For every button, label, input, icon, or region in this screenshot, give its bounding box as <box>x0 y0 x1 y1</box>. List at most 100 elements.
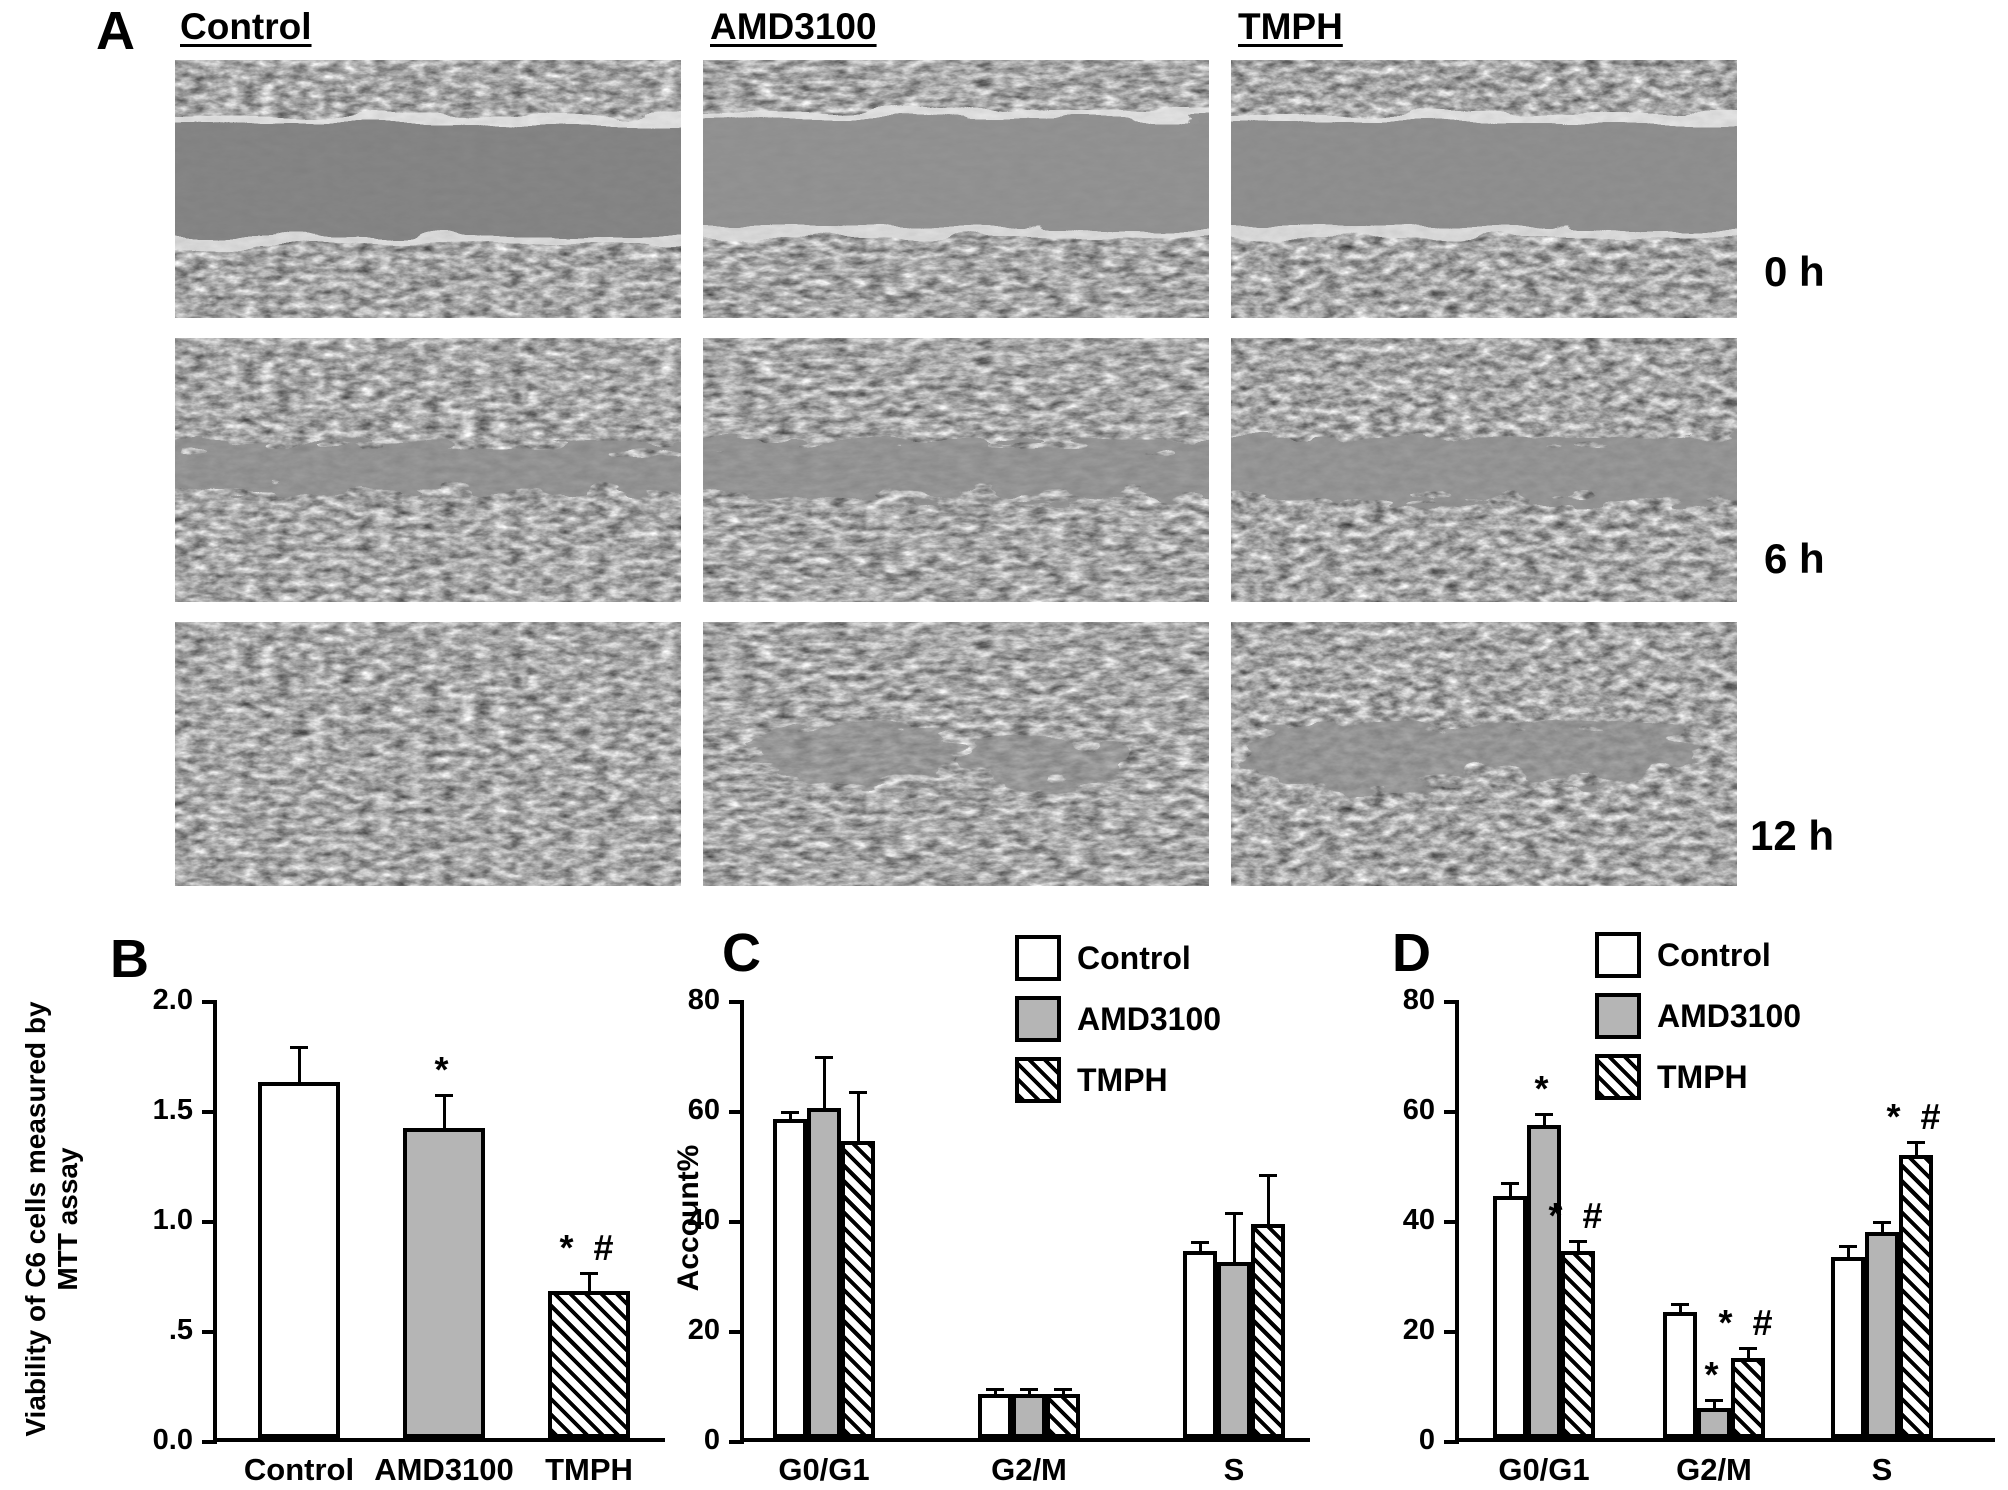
micrograph-tmph-6h <box>1231 338 1737 602</box>
error-cap <box>290 1045 308 1049</box>
error-cap <box>986 1387 1004 1391</box>
panel-a-label: A <box>96 1 135 61</box>
legend-label: TMPH <box>1077 1061 1168 1098</box>
x-category-label: S <box>1871 1452 1893 1487</box>
y-axis-tick <box>1444 1000 1459 1004</box>
time-label-0h: 0 h <box>1764 248 1825 295</box>
y-tick-label: 0 <box>703 1424 720 1456</box>
legend-swatch <box>1595 1054 1641 1100</box>
micrograph-tmph-0h <box>1231 60 1737 318</box>
legend-label: AMD3100 <box>1657 997 1802 1034</box>
error-whisker <box>1027 1390 1031 1394</box>
bar-TMPH-TMPH <box>548 1290 630 1438</box>
bar-AMD3100-G2/M <box>1697 1407 1731 1438</box>
y-tick-label: 2.0 <box>152 984 193 1016</box>
time-label-6h: 6 h <box>1764 535 1825 582</box>
error-whisker <box>788 1113 792 1119</box>
y-tick-label: 60 <box>1402 1094 1435 1126</box>
error-cap <box>1907 1140 1925 1144</box>
error-cap <box>1705 1399 1723 1403</box>
column-header-tmph: TMPH <box>1238 6 1343 47</box>
y-tick-label: .5 <box>168 1314 193 1346</box>
error-whisker <box>993 1390 997 1394</box>
error-whisker <box>297 1048 301 1082</box>
bar-TMPH-G2/M <box>1731 1358 1765 1438</box>
error-whisker <box>1061 1390 1065 1394</box>
micrograph-amd3100-12h <box>703 622 1209 886</box>
legend-item: Control <box>1015 935 1221 981</box>
y-axis-tick <box>1444 1440 1459 1444</box>
significance-marker: * <box>1534 1068 1554 1110</box>
error-whisker <box>1712 1402 1716 1408</box>
panel-b-y-axis-title: Viability of C6 cells measured by MTT as… <box>20 1001 84 1437</box>
error-whisker <box>1508 1185 1512 1196</box>
y-axis-tick <box>729 1110 744 1114</box>
panel-d-label: D <box>1392 923 1431 983</box>
bar-Control-S <box>1183 1251 1217 1438</box>
legend-item: TMPH <box>1595 1054 1801 1100</box>
legend-label: Control <box>1077 939 1191 976</box>
y-tick-label: 0 <box>1418 1424 1435 1456</box>
bar-Control-G0/G1 <box>773 1119 807 1438</box>
legend-swatch <box>1595 993 1641 1039</box>
x-category-label: Control <box>243 1452 355 1487</box>
error-whisker <box>1542 1116 1546 1125</box>
error-whisker <box>1914 1143 1918 1155</box>
error-cap <box>1225 1212 1243 1216</box>
error-cap <box>1535 1113 1553 1117</box>
bar-TMPH-S <box>1899 1154 1933 1438</box>
significance-marker: * <box>1704 1354 1724 1396</box>
micrograph-control-0h <box>175 60 681 318</box>
error-cap <box>580 1272 598 1276</box>
panel-b-plot: 0.0 .5 1.0 1.5 2.0 Control AMD3100 TMPH * * # <box>153 984 665 1487</box>
x-category-label: G2/M <box>1676 1452 1752 1487</box>
error-whisker <box>1232 1215 1236 1262</box>
bar-TMPH-S <box>1251 1223 1285 1438</box>
significance-marker: * # <box>1718 1302 1778 1343</box>
legend: Control AMD3100 TMPH <box>1595 932 1801 1100</box>
panel-b-label: B <box>110 929 149 989</box>
error-cap <box>1873 1220 1891 1224</box>
panel-c-label: C <box>722 923 761 983</box>
bar-Control-G0/G1 <box>1493 1196 1527 1438</box>
panel-d-plot: 0 20 40 60 80 G0/G1 G2/M S * * # * * # * # <box>1403 984 1995 1487</box>
micrograph-control-12h <box>175 622 681 886</box>
error-cap <box>1020 1387 1038 1391</box>
error-whisker <box>1266 1176 1270 1224</box>
bar-AMD3100-AMD3100 <box>403 1127 485 1438</box>
error-cap <box>1054 1387 1072 1391</box>
y-axis-tick <box>202 1110 217 1114</box>
error-cap <box>1739 1347 1757 1350</box>
y-axis-tick <box>729 1220 744 1224</box>
y-axis-tick <box>1444 1220 1459 1224</box>
column-header-amd3100: AMD3100 <box>710 6 877 47</box>
error-whisker <box>856 1094 860 1141</box>
legend-label: AMD3100 <box>1077 1000 1222 1037</box>
y-tick-label: 80 <box>687 984 720 1016</box>
error-whisker <box>442 1097 446 1128</box>
bar-TMPH-G0/G1 <box>1561 1251 1595 1438</box>
micrograph-amd3100-6h <box>703 338 1209 602</box>
bar-Control-G2/M <box>1663 1311 1697 1438</box>
error-cap <box>1259 1173 1277 1177</box>
error-whisker <box>1846 1248 1850 1257</box>
error-cap <box>435 1094 453 1097</box>
y-axis-tick <box>729 1440 744 1444</box>
x-category-label: G0/G1 <box>1498 1452 1590 1487</box>
y-axis-tick <box>1444 1110 1459 1114</box>
error-cap <box>1191 1241 1209 1245</box>
legend-item: Control <box>1595 932 1801 978</box>
legend-swatch <box>1015 1057 1061 1103</box>
x-category-label: TMPH <box>545 1452 633 1487</box>
y-axis-tick <box>202 1000 217 1004</box>
bar-AMD3100-G0/G1 <box>807 1108 841 1438</box>
legend-swatch <box>1595 932 1641 978</box>
y-axis-tick <box>202 1440 217 1444</box>
y-axis-tick <box>729 1000 744 1004</box>
x-category-label: AMD3100 <box>374 1452 514 1487</box>
error-whisker <box>1746 1350 1750 1359</box>
error-whisker <box>1678 1306 1682 1312</box>
bar-AMD3100-G2/M <box>1012 1394 1046 1438</box>
error-cap <box>849 1091 867 1095</box>
